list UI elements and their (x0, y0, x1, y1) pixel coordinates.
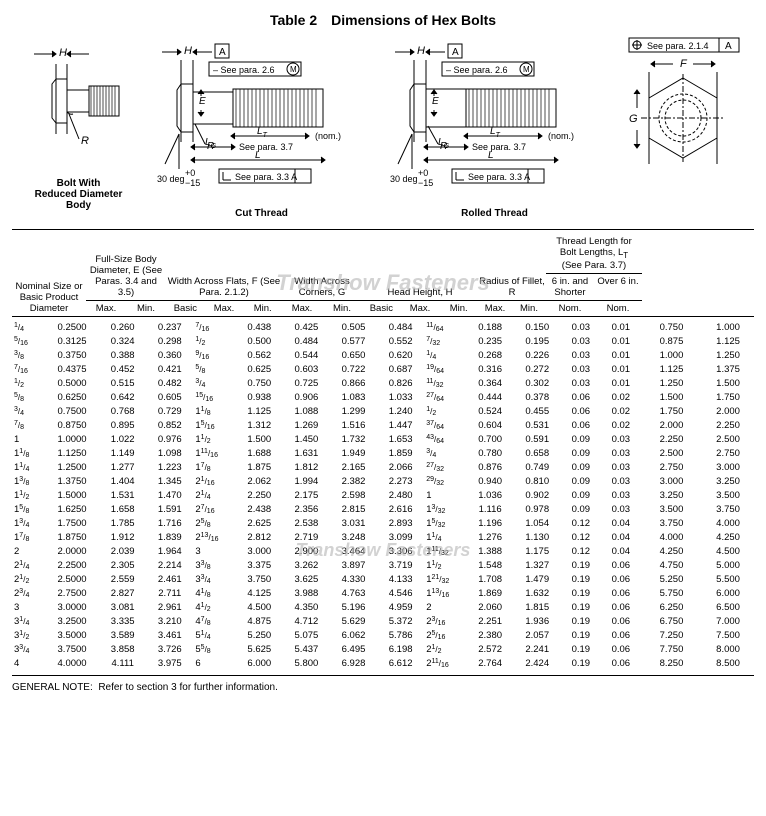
dimensions-table: 1/40.25000.2600.2377/160.4380.4250.5050.… (12, 321, 754, 671)
table-row: 22.00002.0391.96433.0002.9003.4643.30611… (12, 545, 754, 559)
hex-svg: See para. 2.1.4 A F G (623, 34, 743, 184)
table-row: 33/43.75003.8583.72655/85.6255.4376.4956… (12, 643, 754, 657)
svg-text:See para. 3.7: See para. 3.7 (472, 142, 526, 152)
svg-text:– See para. 2.6: – See para. 2.6 (213, 65, 275, 75)
svg-text:E: E (199, 96, 206, 107)
figure-reduced: H R (24, 34, 134, 211)
table-headers: Nominal Size or Basic Product Diameter F… (12, 234, 754, 316)
figure-rolled: H A – See para. 2.6 M E (390, 34, 600, 219)
caption-cut: Cut Thread (157, 208, 367, 219)
table-row: 13/41.75001.7851.71625/82.6252.5383.0312… (12, 517, 754, 531)
figure-row: H R (12, 34, 754, 219)
table-row: 3/80.37500.3880.3609/160.5620.5440.6500.… (12, 349, 754, 363)
table-row: 31/23.50003.5893.46151/45.2505.0756.0625… (12, 629, 754, 643)
table-row: 5/80.62500.6420.60515/160.9380.9061.0831… (12, 391, 754, 405)
caption-reduced: Bolt With Reduced Diameter Body (24, 178, 134, 211)
svg-text:LT: LT (257, 126, 268, 139)
svg-text:M: M (290, 65, 297, 74)
svg-text:See para. 2.1.4: See para. 2.1.4 (647, 41, 709, 51)
table-row: 7/160.43750.4520.4215/80.6250.6030.7220.… (12, 363, 754, 377)
svg-text:R: R (81, 135, 89, 147)
table-row: 31/43.25003.3353.21047/84.8754.7125.6295… (12, 615, 754, 629)
table-row: 17/81.87501.9121.839213/162.8122.7193.24… (12, 531, 754, 545)
svg-text:See para. 3.7: See para. 3.7 (239, 142, 293, 152)
table-row: 7/80.87500.8950.85215/161.3121.2691.5161… (12, 419, 754, 433)
figure-hex: See para. 2.1.4 A F G (623, 34, 743, 184)
table-row: 13/81.37501.4041.34521/162.0621.9942.382… (12, 475, 754, 489)
svg-text:– See para. 2.6: – See para. 2.6 (446, 65, 508, 75)
svg-text:+0: +0 (185, 168, 195, 178)
table-row: 1/40.25000.2600.2377/160.4380.4250.5050.… (12, 321, 754, 335)
svg-text:A: A (725, 41, 732, 52)
svg-text:See para. 3.3 A: See para. 3.3 A (468, 172, 530, 182)
svg-text:H: H (184, 45, 192, 57)
svg-text:+0: +0 (418, 168, 428, 178)
table-row: 44.00004.1113.97566.0005.8006.9286.61221… (12, 657, 754, 671)
bolt-reduced-svg: H R (24, 34, 134, 174)
svg-text:30 deg: 30 deg (390, 174, 418, 184)
table-row: 11/41.25001.2771.22317/81.8751.8122.1652… (12, 461, 754, 475)
bolt-cut-svg: H A – See para. 2.6 M E (157, 34, 367, 204)
table-row: 23/42.75002.8272.71141/84.1253.9884.7634… (12, 587, 754, 601)
svg-text:A: A (219, 47, 226, 58)
general-note: GENERAL NOTE: Refer to section 3 for fur… (12, 682, 754, 693)
svg-text:H: H (59, 47, 67, 59)
svg-text:See para. 3.3 A: See para. 3.3 A (235, 172, 297, 182)
table-row: 11/21.50001.5311.47021/42.2502.1752.5982… (12, 489, 754, 503)
svg-text:M: M (523, 65, 530, 74)
svg-text:−15: −15 (185, 178, 200, 188)
svg-text:E: E (432, 96, 439, 107)
svg-text:L: L (488, 150, 494, 161)
svg-text:F: F (680, 58, 688, 70)
svg-text:30 deg: 30 deg (157, 174, 185, 184)
svg-text:H: H (417, 45, 425, 57)
svg-text:(nom.): (nom.) (548, 131, 574, 141)
table-row: 3/40.75000.7680.72911/81.1251.0881.2991.… (12, 405, 754, 419)
table-row: 5/160.31250.3240.2981/20.5000.4840.5770.… (12, 335, 754, 349)
svg-text:G: G (629, 113, 638, 125)
table-row: 15/81.62501.6581.59127/162.4382.3562.815… (12, 503, 754, 517)
svg-text:A: A (452, 47, 459, 58)
table-row: 1/20.50000.5150.4823/40.7500.7250.8660.8… (12, 377, 754, 391)
table-row: 21/42.25002.3052.21433/83.3753.2623.8973… (12, 559, 754, 573)
bolt-rolled-svg: H A – See para. 2.6 M E (390, 34, 600, 204)
table-row: 33.00003.0812.96141/24.5004.3505.1964.95… (12, 601, 754, 615)
table-row: 11/81.12501.1491.098111/161.6881.6311.94… (12, 447, 754, 461)
svg-text:LT: LT (490, 126, 501, 139)
caption-rolled: Rolled Thread (390, 208, 600, 219)
svg-text:L: L (255, 150, 261, 161)
svg-text:−15: −15 (418, 178, 433, 188)
table-row: 21/22.50002.5592.46133/43.7503.6254.3304… (12, 573, 754, 587)
table-title: Table 2 Dimensions of Hex Bolts (12, 12, 754, 28)
table-row: 11.00001.0220.97611/21.5001.4501.7321.65… (12, 433, 754, 447)
figure-cut: H A – See para. 2.6 M E (157, 34, 367, 219)
svg-text:(nom.): (nom.) (315, 131, 341, 141)
